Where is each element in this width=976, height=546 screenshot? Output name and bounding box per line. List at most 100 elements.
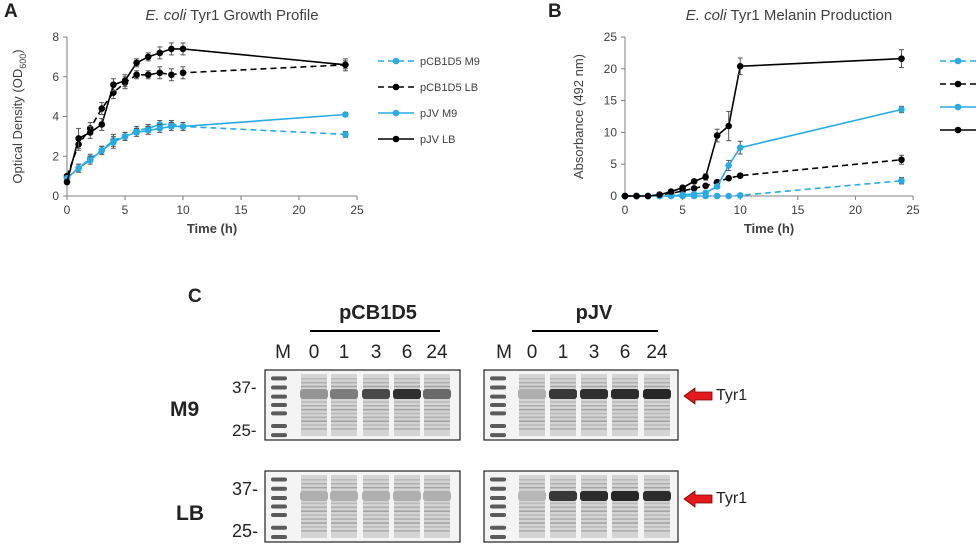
- lane-band-faint: [301, 412, 327, 415]
- data-point: [702, 182, 709, 190]
- y-tick-label: 6: [52, 70, 59, 84]
- data-point: [98, 105, 106, 112]
- lane-band-faint: [644, 522, 670, 524]
- ladder-band: [271, 486, 287, 491]
- tyr1-band: [393, 389, 421, 399]
- lane-band-faint: [363, 385, 389, 388]
- lane-label-pcb1d5-3h: 3: [370, 342, 382, 363]
- legend-marker: [392, 109, 400, 117]
- size-marker-37-lb: 37-: [232, 479, 259, 499]
- lane-band-faint: [581, 518, 607, 520]
- lane-band-faint: [301, 385, 327, 388]
- ladder-band: [490, 477, 506, 482]
- lane-band-faint: [644, 530, 670, 532]
- lane-band-faint: [644, 514, 670, 516]
- gel-lane: [643, 374, 671, 436]
- lane-band-faint: [301, 518, 327, 520]
- data-point: [725, 192, 732, 200]
- lane-label-pjv-6h: 6: [619, 342, 631, 363]
- lane-band-faint: [612, 416, 638, 419]
- data-point: [144, 127, 152, 134]
- lane-band-faint: [644, 416, 670, 419]
- lane-band-faint: [331, 381, 357, 384]
- lane-band-faint: [394, 502, 420, 505]
- lane-band-faint: [301, 486, 327, 489]
- lane-band-faint: [581, 424, 607, 426]
- arrow-shape: [683, 490, 713, 508]
- lane-band-faint: [301, 506, 327, 509]
- y-tick-label: 8: [52, 30, 59, 44]
- lane-band-faint: [550, 522, 576, 524]
- y-axis-label: Optical Density (OD600): [10, 49, 28, 183]
- lane-band-faint: [581, 405, 607, 407]
- x-tick-label: 0: [64, 203, 71, 217]
- arrow-shape: [683, 387, 713, 405]
- lane-band-faint: [519, 518, 545, 520]
- data-point: [133, 59, 140, 67]
- y-tick-label: 10: [604, 125, 618, 139]
- lane-band-faint: [363, 514, 389, 516]
- lane-band-faint: [424, 416, 450, 419]
- ladder-band: [490, 504, 506, 509]
- lane-band-faint: [424, 378, 450, 380]
- lane-band-faint: [581, 378, 607, 380]
- lane-band-faint: [519, 502, 545, 505]
- lane-band-faint: [394, 405, 420, 407]
- data-point: [702, 173, 709, 181]
- x-tick-label: 5: [122, 203, 129, 217]
- ladder-band: [271, 433, 287, 438]
- gel-lane: [580, 475, 608, 538]
- lane-band-faint: [424, 518, 450, 520]
- lane-band-faint: [581, 408, 607, 411]
- lane-band-faint: [550, 482, 576, 485]
- tyr1-band: [330, 491, 358, 501]
- data-point: [75, 135, 82, 142]
- gel-pjv-m9: [483, 369, 679, 441]
- lane-band-faint: [612, 401, 638, 403]
- data-point: [144, 53, 152, 61]
- lane-band-faint: [394, 510, 420, 513]
- y-axis-label-main: Absorbance (492 nm): [571, 54, 586, 179]
- lane-band-faint: [581, 502, 607, 505]
- lane-band-faint: [550, 408, 576, 411]
- tyr1-band: [423, 491, 451, 501]
- tyr1-band: [300, 491, 328, 501]
- lane-band-faint: [394, 408, 420, 411]
- x-tick-label: 15: [791, 203, 805, 217]
- tyr1-band: [300, 389, 328, 399]
- lane-band-faint: [581, 401, 607, 403]
- y-tick-label: 25: [604, 30, 618, 44]
- lane-band-faint: [394, 378, 420, 380]
- lane-band-faint: [519, 401, 545, 403]
- data-point: [110, 81, 117, 88]
- lane-band-faint: [394, 381, 420, 384]
- ladder-band: [490, 376, 506, 381]
- lane-band-faint: [550, 506, 576, 509]
- lane-band-faint: [301, 408, 327, 411]
- lane-band-faint: [424, 506, 450, 509]
- gel-group-underline-pcb1d5: [310, 330, 440, 332]
- panel-label-b: B: [548, 1, 562, 22]
- ladder-band: [490, 411, 506, 416]
- lane-band-faint: [550, 428, 576, 430]
- lane-band-faint: [394, 401, 420, 403]
- tyr1-band: [580, 491, 608, 501]
- gel-lane: [330, 475, 358, 538]
- data-point: [98, 146, 106, 154]
- lane-band-faint: [394, 526, 420, 528]
- gel-lane: [611, 374, 639, 436]
- data-point: [168, 123, 175, 130]
- gel-lane: [518, 374, 546, 436]
- ladder-band: [490, 424, 506, 428]
- lane-band-faint: [331, 405, 357, 407]
- ladder-band: [490, 535, 506, 540]
- lane-band-faint: [519, 405, 545, 407]
- lane-band-faint: [424, 514, 450, 516]
- x-tick-label: 25: [906, 203, 920, 217]
- lane-band-faint: [644, 424, 670, 426]
- y-tick-label: 0: [610, 189, 617, 203]
- lane-band-faint: [363, 530, 389, 532]
- data-point: [702, 189, 709, 197]
- legend-marker: [954, 103, 962, 111]
- lane-band-faint: [301, 420, 327, 423]
